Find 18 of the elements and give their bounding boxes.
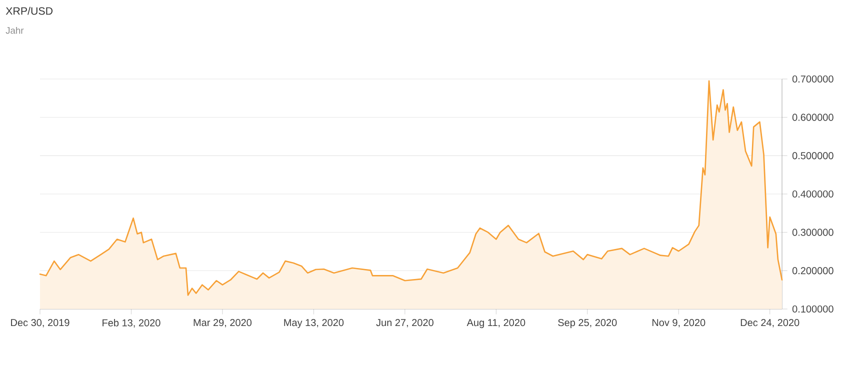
x-tick-label: May 13, 2020 bbox=[284, 319, 344, 328]
x-tick-label: Mar 29, 2020 bbox=[194, 319, 252, 328]
x-tick-label: Nov 9, 2020 bbox=[652, 319, 706, 328]
y-tick-label: 0.700000 bbox=[792, 75, 834, 83]
x-tick-label: Dec 24, 2020 bbox=[740, 319, 800, 328]
y-tick-label: 0.400000 bbox=[792, 190, 834, 198]
x-tick-label: Jun 27, 2020 bbox=[376, 319, 434, 328]
x-tick-label: Dec 30, 2019 bbox=[11, 319, 70, 328]
y-tick-label: 0.100000 bbox=[792, 305, 834, 313]
y-tick-label: 0.300000 bbox=[792, 228, 834, 236]
chart-title: XRP/USD bbox=[6, 6, 53, 15]
x-tick-label: Sep 25, 2020 bbox=[558, 319, 617, 328]
y-tick-label: 0.200000 bbox=[792, 267, 834, 274]
x-tick-label: Feb 13, 2020 bbox=[102, 319, 160, 328]
x-tick-label: Aug 11, 2020 bbox=[466, 319, 526, 328]
chart-subtitle: Jahr bbox=[6, 26, 24, 34]
y-tick-label: 0.600000 bbox=[792, 114, 834, 121]
y-tick-label: 0.500000 bbox=[792, 152, 834, 160]
